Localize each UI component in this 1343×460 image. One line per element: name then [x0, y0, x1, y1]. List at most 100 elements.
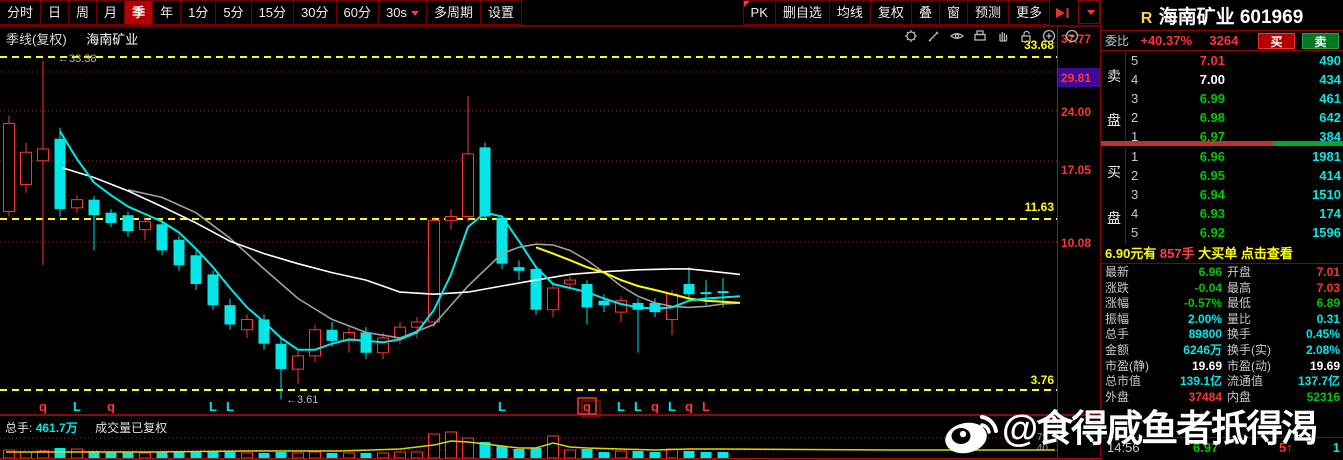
zoom-in-icon[interactable]: [1041, 28, 1057, 44]
main-chart[interactable]: 37.7733.6829.8124.0017.0511.6310.083.767…: [0, 0, 1100, 460]
button-叠[interactable]: 叠: [910, 0, 940, 25]
detail-label: 内盘: [1227, 389, 1252, 404]
tab-多周期[interactable]: 多周期: [425, 0, 481, 25]
margin-badge: R: [1140, 10, 1153, 27]
svg-text:q: q: [583, 399, 591, 414]
svg-text:11.63: 11.63: [1025, 200, 1055, 214]
sell-row-2[interactable]: 2 6.98 642: [1127, 109, 1343, 128]
volume-bar: [615, 450, 627, 459]
candle-body: [462, 153, 474, 217]
tab-5分[interactable]: 5分: [215, 0, 252, 25]
buy-price: 6.93: [1199, 206, 1225, 221]
buy-row-2[interactable]: 2 6.95 414: [1127, 167, 1343, 186]
detail-label: 流通值: [1227, 374, 1264, 389]
detail-label: 量比: [1227, 311, 1252, 326]
volume-bar: [479, 442, 491, 458]
tab-15分[interactable]: 15分: [250, 0, 295, 25]
svg-text:L: L: [702, 399, 710, 414]
price-axis: 37.7733.6829.8124.0017.0511.6310.083.767…: [0, 26, 1100, 460]
buy-sell-ratio-bar: [1101, 141, 1343, 146]
tab-月[interactable]: 月: [96, 0, 126, 25]
printer-icon[interactable]: [972, 28, 988, 44]
candle-body: [632, 302, 644, 310]
svg-text:17.05: 17.05: [1061, 163, 1091, 177]
volume-bar: [139, 452, 151, 459]
button-预测[interactable]: 预测: [966, 0, 1009, 25]
volume-bar: [207, 452, 219, 458]
buy-level: 1: [1131, 149, 1139, 164]
tab-30s[interactable]: 30s: [377, 0, 427, 25]
sell-side-label: 卖盘: [1101, 52, 1126, 141]
detail-row-3: 振幅 2.00% 量比 0.31: [1101, 312, 1343, 328]
tab-60分[interactable]: 60分: [335, 0, 379, 25]
detail-row-7: 总市值 139.1亿 流通值 137.7亿: [1101, 374, 1343, 390]
quote-panel: R 海南矿业 601969 委比 +40.37% 3264 买 卖 卖盘 5 7.…: [1100, 0, 1343, 460]
tab-周[interactable]: 周: [68, 0, 98, 25]
detail-label: 总手: [1105, 327, 1130, 342]
zoom-out-icon[interactable]: [1064, 28, 1080, 44]
candle-body: [377, 337, 389, 354]
notice-part-0: 6.90元有: [1105, 246, 1160, 261]
detail-label: 总市值: [1105, 374, 1142, 389]
sell-price: 6.99: [1199, 91, 1225, 106]
volume-bar: [496, 446, 508, 458]
eye-icon[interactable]: [949, 28, 965, 44]
gear-icon[interactable]: [903, 28, 919, 44]
sell-row-1[interactable]: 1 6.97 384: [1127, 128, 1343, 147]
tab-季[interactable]: 季: [124, 0, 154, 25]
detail-row-5: 金额 6246万 换手(实) 2.08%: [1101, 343, 1343, 359]
sell-row-5[interactable]: 5 7.01 490: [1127, 52, 1343, 71]
tick-row[interactable]: 14:56 6.97 5↑ 1: [1101, 437, 1343, 458]
volume-bar: [411, 451, 423, 459]
buy-row-4[interactable]: 4 6.93 174: [1127, 205, 1343, 224]
volume-bar: [547, 435, 559, 459]
candle-body: [3, 123, 15, 212]
candle-body: [20, 151, 32, 186]
toolbar-dropdown-button[interactable]: [1078, 0, 1100, 24]
weicha-value: 3264: [1209, 33, 1239, 48]
detail-value: 2.00%: [1187, 311, 1222, 326]
volume-bar: [513, 449, 525, 458]
tab-年[interactable]: 年: [152, 0, 182, 25]
button-PK[interactable]: PK: [742, 0, 776, 25]
big-order-notice[interactable]: 6.90元有 857手 大买单 点击查看: [1101, 245, 1343, 264]
jump-next-icon[interactable]: [1050, 0, 1075, 25]
sell-level: 4: [1131, 72, 1139, 87]
chevron-down-icon: [410, 11, 419, 17]
sell-row-3[interactable]: 3 6.99 461: [1127, 90, 1343, 109]
buy-volume: 1981: [1312, 149, 1341, 164]
quote-details: 最新 6.96 开盘 7.01 涨跌 -0.04 最高 7.03 涨幅 -0.57% 最低 6.89 振…: [1101, 265, 1343, 405]
pen-icon[interactable]: [926, 28, 942, 44]
detail-value: 6.89: [1316, 296, 1340, 311]
detail-label: 市盈(动): [1227, 358, 1271, 373]
stock-name: 海南矿业: [1158, 7, 1235, 28]
hand-icon[interactable]: [995, 28, 1011, 44]
tab-1分[interactable]: 1分: [180, 0, 217, 25]
candle-body: [615, 300, 627, 313]
up-arrow-icon: ↑: [1286, 440, 1293, 455]
buy-button[interactable]: 买: [1258, 33, 1295, 49]
button-删自选[interactable]: 删自选: [774, 0, 830, 25]
unlock-icon[interactable]: [1018, 28, 1034, 44]
buy-level: 5: [1131, 225, 1139, 240]
candle-body: [71, 199, 83, 209]
ma-slow-white: [62, 167, 741, 296]
button-更多[interactable]: 更多: [1007, 0, 1050, 25]
sell-button[interactable]: 卖: [1302, 33, 1339, 49]
stock-title: R 海南矿业 601969: [1101, 2, 1343, 28]
button-窗[interactable]: 窗: [938, 0, 968, 25]
sell-row-4[interactable]: 4 7.00 434: [1127, 71, 1343, 90]
svg-text:L: L: [209, 399, 217, 414]
svg-text:29.81: 29.81: [1061, 71, 1091, 85]
button-均线[interactable]: 均线: [828, 0, 871, 25]
candle-body: [547, 287, 559, 311]
tab-设置[interactable]: 设置: [479, 0, 522, 25]
detail-value: 0.45%: [1305, 327, 1340, 342]
period-label: 季线(复权): [6, 32, 67, 47]
buy-row-3[interactable]: 3 6.94 1510: [1127, 186, 1343, 205]
tab-分时[interactable]: 分时: [0, 0, 42, 25]
buy-row-5[interactable]: 5 6.92 1596: [1127, 224, 1343, 243]
tab-30分[interactable]: 30分: [293, 0, 337, 25]
candle-body: [717, 291, 729, 294]
buy-row-1[interactable]: 1 6.96 1981: [1127, 148, 1343, 167]
